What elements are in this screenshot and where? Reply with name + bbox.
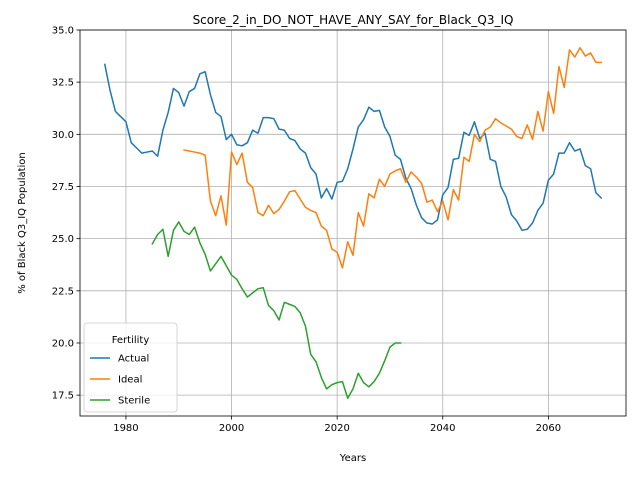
plot-frame (79, 29, 627, 417)
y-tick-label: 25.0 (52, 234, 74, 245)
legend-label-sterile: Sterile (118, 396, 150, 407)
legend-label-actual: Actual (118, 354, 149, 365)
y-tick-label: 30.0 (52, 130, 74, 141)
legend-entries: Actual Ideal Sterile (90, 354, 150, 407)
series-line-ideal (183, 46, 602, 269)
legend-title: Fertility (112, 335, 150, 346)
y-tick-label: 17.5 (52, 391, 74, 402)
y-tick-label: 27.5 (52, 182, 74, 193)
legend-box (83, 322, 178, 413)
y-tick-label: 35.0 (52, 26, 74, 37)
y-axis-label: % of Black Q3_IQ Population (17, 152, 28, 294)
series-lines (103, 46, 603, 400)
grid (80, 29, 626, 416)
legend-label-ideal: Ideal (118, 375, 142, 386)
x-tick-label: 2060 (536, 423, 561, 434)
y-tick-label: 22.5 (52, 286, 74, 297)
series-line-actual (103, 63, 603, 232)
x-tick-label: 1980 (113, 423, 138, 434)
series-line-sterile (151, 221, 402, 400)
chart-title: Score_2_in_DO_NOT_HAVE_ANY_SAY_for_Black… (193, 13, 514, 27)
legend: Fertility Actual Ideal Sterile (83, 322, 178, 413)
x-tick-label: 2000 (219, 423, 244, 434)
x-tick-label: 2040 (430, 423, 455, 434)
x-axis-label: Years (339, 453, 366, 464)
x-tick-label: 2020 (324, 423, 349, 434)
y-tick-label: 20.0 (52, 338, 74, 349)
y-tick-label: 32.5 (52, 78, 74, 89)
axis-ticks: 1980 2000 2020 2040 2060 17.5 20.0 22.5 25.0 27.5… (52, 26, 561, 435)
